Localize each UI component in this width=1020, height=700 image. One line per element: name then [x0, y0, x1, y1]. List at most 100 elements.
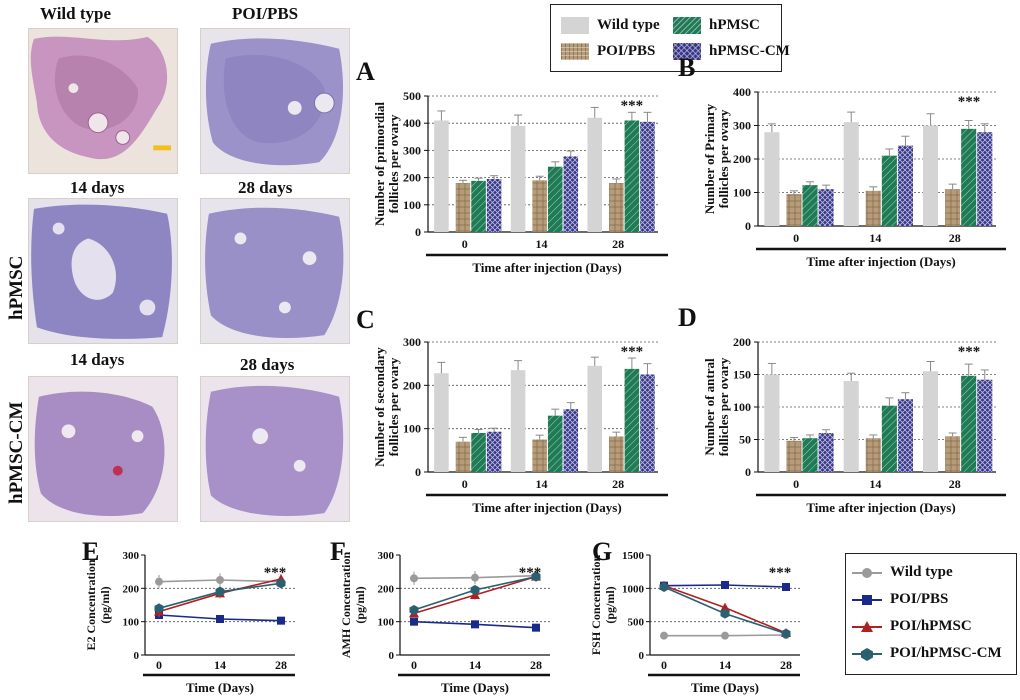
- x-axis-label: Time after injection (Days): [806, 254, 955, 269]
- y-tick-label: 100: [733, 186, 751, 200]
- bar-wild-type: [434, 120, 449, 232]
- y-tick-label: 1500: [622, 550, 645, 562]
- bar-legend: Wild type hPMSC POI/PBS hPMSC-CM: [550, 4, 790, 72]
- y-tick-label: 0: [415, 465, 421, 479]
- y-axis-label: follicles per ovary: [386, 114, 401, 213]
- significance-marker: ***: [769, 565, 792, 581]
- y-tick-label: 50: [739, 433, 751, 447]
- histology-cm-14: [28, 376, 178, 522]
- point-poi-pbs: [721, 581, 729, 589]
- label-28-days-hpmsc: 28 days: [238, 178, 293, 197]
- legend-label: hPMSC-CM: [709, 43, 790, 59]
- bar-hpmsc: [547, 166, 563, 232]
- bar-wild-type: [923, 371, 939, 472]
- x-axis-label: Time after injection (Days): [472, 260, 621, 275]
- legend-marker-poi-pbs: [852, 594, 882, 605]
- bar-wild-type: [843, 122, 859, 226]
- y-tick-label: 200: [123, 583, 140, 595]
- col-label-poi-pbs: POI/PBS: [232, 4, 299, 23]
- label-28-days-cm: 28 days: [240, 355, 295, 374]
- y-tick-label: 100: [403, 422, 421, 436]
- y-axis-label: (pg/ml): [603, 586, 617, 623]
- y-tick-label: 500: [628, 617, 645, 629]
- y-tick-label: 200: [403, 378, 421, 392]
- bar-hpmsc-cm: [640, 121, 655, 232]
- legend-item-hpmsc-cm: hPMSC-CM: [673, 43, 790, 60]
- legend-label: POI/hPMSC-CM: [890, 645, 1002, 661]
- histology-wild-type: [28, 28, 178, 174]
- point-poi-pbs: [782, 583, 790, 591]
- point-poi-hpmsc-cm: [276, 578, 286, 589]
- point-wild-type: [721, 631, 729, 640]
- x-tick-label: 0: [661, 658, 667, 672]
- y-axis-label: FSH Concentration: [589, 555, 603, 656]
- bar-hpmsc-cm: [977, 132, 993, 226]
- legend-label: POI/hPMSC: [890, 618, 972, 634]
- x-tick-label: 0: [793, 477, 799, 491]
- legend-label: Wild type: [890, 564, 953, 580]
- bar-hpmsc: [961, 375, 977, 472]
- bar-wild-type: [434, 373, 449, 472]
- y-axis-label: AMH Concentration: [339, 552, 353, 659]
- bar-poi-pbs: [609, 183, 624, 232]
- y-tick-label: 300: [403, 335, 421, 349]
- panel-letter-G: G: [592, 537, 612, 566]
- point-poi-hpmsc: [720, 602, 730, 612]
- y-axis-label: follicles per ovary: [716, 357, 731, 456]
- point-wild-type: [155, 577, 163, 586]
- x-tick-label: 14: [869, 231, 881, 245]
- x-tick-label: 14: [214, 658, 226, 672]
- legend-item-hpmsc: hPMSC: [673, 17, 760, 34]
- bar-hpmsc-cm: [563, 156, 579, 232]
- bar-hpmsc: [471, 433, 486, 472]
- bar-wild-type: [510, 125, 526, 232]
- bar-hpmsc-cm: [977, 379, 993, 472]
- y-axis-label: Number of secondary: [372, 347, 387, 467]
- panel-letter-A: A: [356, 57, 375, 86]
- bar-wild-type: [587, 117, 603, 232]
- bar-hpmsc: [881, 155, 897, 226]
- point-poi-hpmsc-cm: [154, 603, 164, 614]
- bar-hpmsc: [624, 120, 640, 232]
- bar-poi-pbs: [865, 438, 881, 472]
- bar-hpmsc: [881, 405, 897, 472]
- bar-hpmsc-cm: [640, 374, 655, 472]
- legend-label: POI/PBS: [597, 43, 656, 59]
- bar-hpmsc-cm: [486, 431, 502, 472]
- bar-poi-pbs: [455, 441, 471, 472]
- point-wild-type: [216, 576, 224, 584]
- point-wild-type: [660, 631, 668, 640]
- x-tick-label: 0: [156, 658, 162, 672]
- x-tick-label: 14: [469, 658, 481, 672]
- bar-wild-type: [923, 125, 939, 226]
- y-axis-label: E2 Concentration: [84, 559, 98, 650]
- point-poi-pbs: [532, 623, 540, 632]
- point-wild-type: [410, 574, 418, 583]
- y-tick-label: 100: [733, 400, 751, 414]
- legend-marker-wild-type: [852, 567, 882, 578]
- point-poi-pbs: [471, 620, 479, 629]
- bar-poi-pbs: [786, 194, 802, 226]
- bar-wild-type: [587, 365, 603, 472]
- point-poi-pbs: [216, 615, 224, 623]
- y-axis-label: (pg/ml): [353, 586, 367, 623]
- y-axis-label: (pg/ml): [98, 586, 112, 623]
- legend-swatch-poi-pbs: [561, 43, 589, 60]
- x-tick-label: 0: [793, 231, 799, 245]
- panel-letter-F: F: [330, 537, 346, 566]
- y-axis-label: Number of primordial: [372, 102, 387, 226]
- legend-marker-poi-hpmsc: [852, 620, 882, 632]
- x-tick-label: 28: [275, 658, 287, 672]
- bar-hpmsc: [624, 368, 640, 472]
- bar-poi-pbs: [532, 439, 547, 472]
- bar-wild-type: [764, 374, 780, 472]
- x-tick-label: 0: [411, 658, 417, 672]
- x-tick-label: 0: [462, 237, 468, 251]
- panel-letter-E: E: [82, 537, 99, 566]
- legend-item-line-poi-hpmsc: POI/hPMSC: [852, 618, 972, 635]
- bar-hpmsc-cm: [897, 145, 913, 226]
- legend-marker-poi-hpmsc-cm: [852, 647, 882, 661]
- y-tick-label: 400: [733, 85, 751, 99]
- significance-marker: ***: [519, 565, 542, 581]
